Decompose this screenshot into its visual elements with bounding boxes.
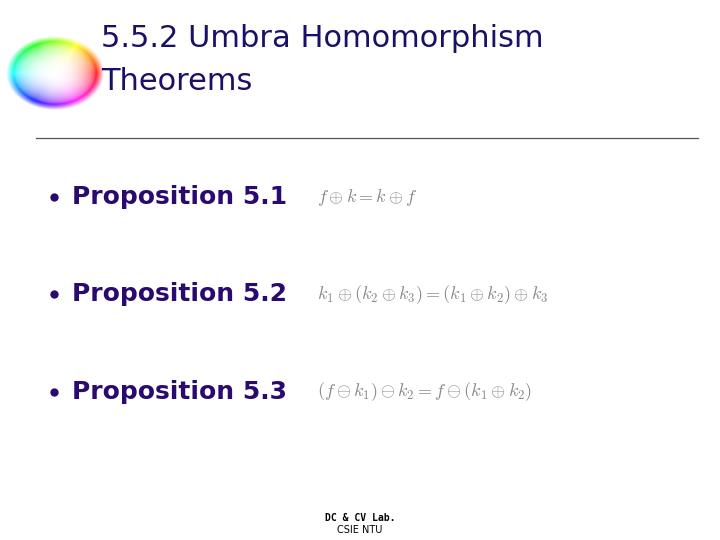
Text: Proposition 5.2: Proposition 5.2 <box>72 282 287 306</box>
Text: $k_1 \oplus (k_2 \oplus k_3) = (k_1 \oplus k_2) \oplus k_3$: $k_1 \oplus (k_2 \oplus k_3) = (k_1 \opl… <box>317 283 548 306</box>
Text: $(f \ominus k_1) \ominus k_2 = f \ominus (k_1 \oplus k_2)$: $(f \ominus k_1) \ominus k_2 = f \ominus… <box>317 380 532 403</box>
Text: Proposition 5.1: Proposition 5.1 <box>72 185 287 209</box>
Text: DC & CV Lab.: DC & CV Lab. <box>325 514 395 523</box>
Text: CSIE NTU: CSIE NTU <box>337 525 383 535</box>
Text: Proposition 5.3: Proposition 5.3 <box>72 380 287 403</box>
Text: 5.5.2 Umbra Homomorphism: 5.5.2 Umbra Homomorphism <box>101 24 544 53</box>
Text: $f \oplus k = k \oplus f$: $f \oplus k = k \oplus f$ <box>317 187 418 207</box>
Text: Theorems: Theorems <box>101 68 252 97</box>
